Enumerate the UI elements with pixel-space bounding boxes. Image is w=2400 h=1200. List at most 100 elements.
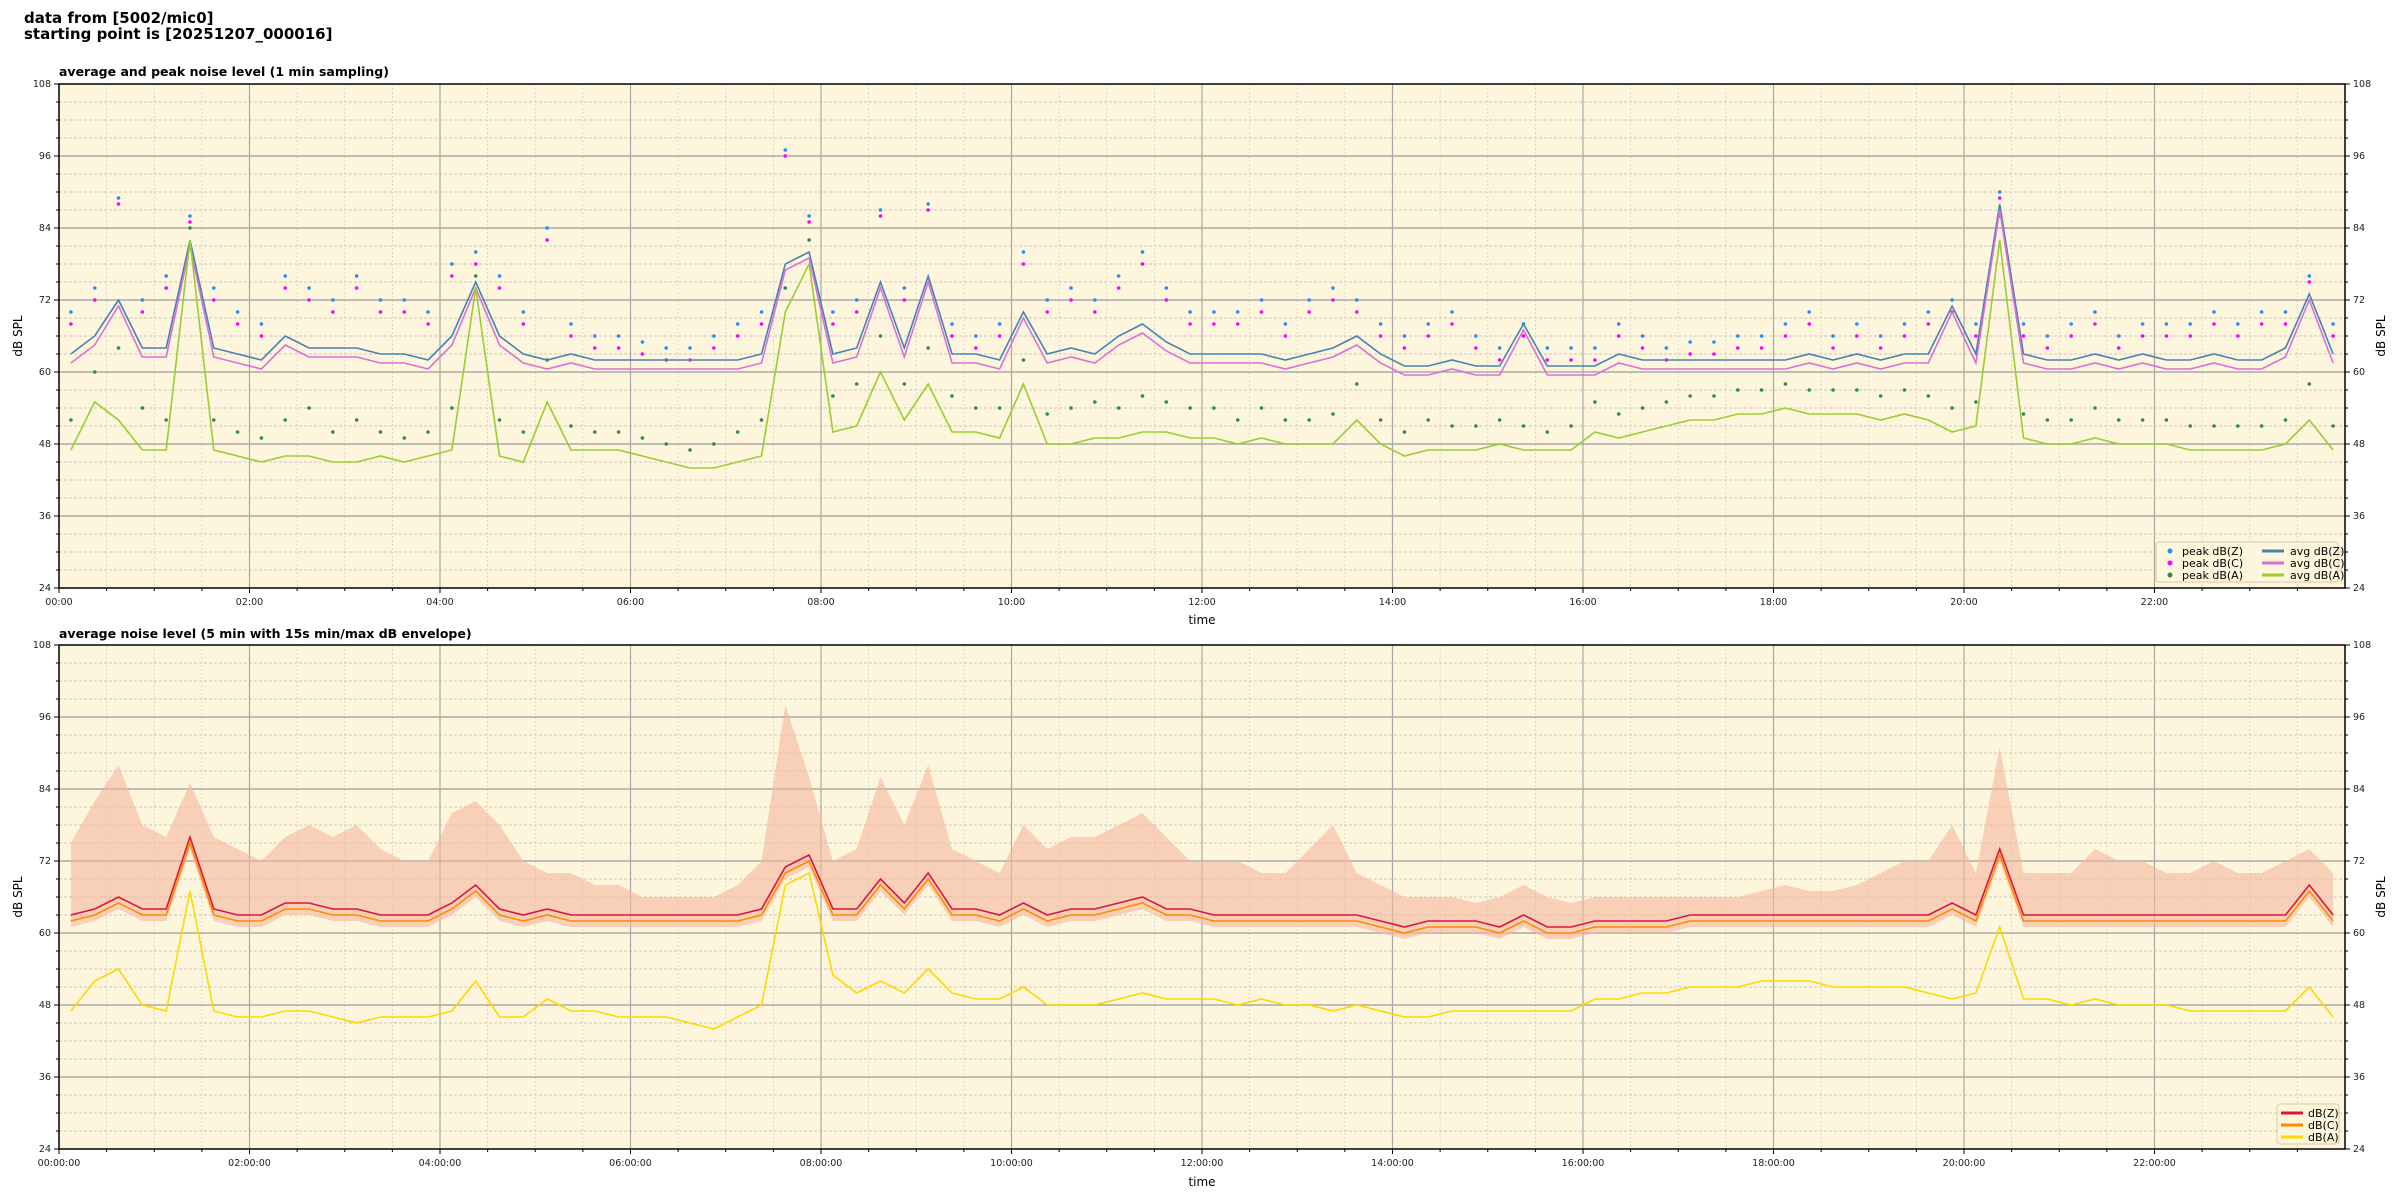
series-line-dba [70,871,2334,1030]
peak-point [307,286,311,290]
peak-point [1450,424,1454,428]
peak-point [2021,412,2026,416]
peak-point [759,310,764,314]
peak-point [402,298,407,302]
peak-point [712,334,716,338]
peak-point [1807,388,1812,392]
peak-point [1974,334,1978,338]
peak-point [2021,334,2026,338]
peak-point [450,406,454,410]
peak-point [1331,298,1335,302]
y-tick-label-right: 84 [2353,223,2365,234]
peak-point [283,286,288,290]
peak-point [1807,322,1812,326]
series-line-avgdba [70,239,2334,469]
peak-point [1307,418,1311,422]
y-tick-label: 84 [39,223,51,234]
peak-point [926,208,930,212]
peak-point [592,430,597,434]
peak-point [1950,406,1954,410]
peak-point [1188,322,1192,326]
peak-point [521,322,526,326]
x-tick-label: 06:00:00 [609,1158,652,1169]
peak-point [188,226,192,230]
peak-point [640,352,645,356]
peak-point [2093,406,2097,410]
peak-point [2045,334,2050,338]
peak-point [2116,334,2121,338]
peak-point [1188,406,1192,410]
peak-point [211,418,216,422]
peak-point [783,148,788,152]
peak-point [331,298,335,302]
peak-point [188,220,192,224]
x-tick-label: 16:00 [1569,597,1596,608]
peak-point [1640,346,1645,350]
peak-point [712,442,716,446]
peak-point [569,424,573,428]
peak-point [2116,418,2121,422]
peak-point [497,418,502,422]
peak-point [1521,424,1526,428]
peak-point [1640,406,1645,410]
peak-point [426,310,430,314]
peak-point [1545,346,1550,350]
peak-point [1545,430,1550,434]
peak-point [2283,322,2288,326]
peak-point [783,154,788,158]
peak-point [1759,346,1764,350]
peak-point [1235,322,1240,326]
peak-point [2212,424,2216,428]
peak-point [307,406,311,410]
peak-point [1045,412,1050,416]
peak-point [1497,418,1502,422]
y-tick-label: 96 [39,712,51,723]
peak-point [1378,418,1383,422]
peak-point [1997,196,2002,200]
peak-point [1402,430,1407,434]
peak-point [1474,346,1478,350]
peak-point [1926,310,1931,314]
peak-point [331,310,335,314]
series-line-avgdbz [70,203,2334,367]
legend-label: peak dB(Z) [2182,545,2243,558]
peak-point [1212,322,1216,326]
x-tick-label: 22:00 [2141,597,2168,608]
peak-point [1045,298,1050,302]
peak-point [1069,298,1073,302]
peak-point [1283,418,1288,422]
peak-point [807,214,811,218]
peak-point [1855,322,1859,326]
peak-point [1926,322,1931,326]
peak-point [354,286,359,290]
peak-point [1021,262,1026,266]
peak-point [1426,418,1431,422]
y-tick-label-right: 48 [2353,1000,2365,1011]
plot1-ylabel-right: dB SPL [2374,315,2388,357]
x-tick-label: 00:00:00 [38,1158,81,1169]
y-tick-label-right: 24 [2353,583,2365,594]
peak-point [1021,250,1026,254]
peak-point [1783,334,1788,338]
plot2-area: 24 24 36 36 48 48 60 60 72 72 84 84 96 96 108 108 00:00:… [33,640,2371,1169]
peak-point [1164,400,1169,404]
y-tick-label: 24 [39,583,51,594]
peak-point [1116,274,1121,278]
legend-marker [2167,560,2173,566]
peak-point [1640,334,1645,338]
peak-point [92,286,97,290]
y-tick-label: 48 [39,439,51,450]
peak-point [1140,262,1145,266]
peak-point [1307,310,1311,314]
peak-point [259,322,264,326]
peak-point [569,322,573,326]
peak-point [259,436,264,440]
peak-point [116,202,121,206]
peak-point [1331,286,1335,290]
y-tick-label-right: 36 [2353,1072,2365,1083]
peak-point [926,346,930,350]
peak-point [2021,322,2026,326]
peak-point [735,322,740,326]
peak-point [1926,394,1931,398]
